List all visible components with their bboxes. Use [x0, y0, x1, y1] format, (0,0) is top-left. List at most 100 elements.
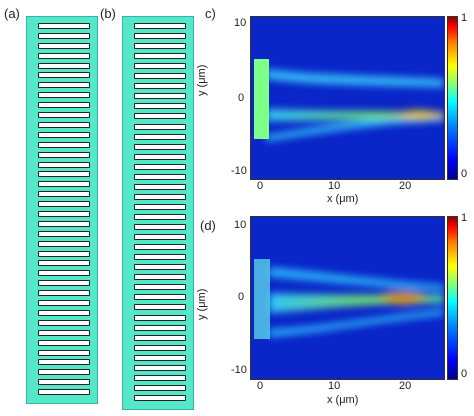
slot-a [38, 300, 90, 307]
slot-a [38, 309, 90, 316]
slot-b [134, 324, 186, 331]
slot-a [38, 52, 90, 59]
x-axis-label-d: x (μm) [327, 394, 359, 406]
slot-b [134, 93, 186, 100]
colorbar-max-d: 1 [461, 212, 468, 224]
x-tick-d-10: 10 [328, 380, 341, 392]
slot-a [38, 359, 90, 366]
slot-b [134, 203, 186, 210]
colorbar-c [447, 16, 458, 180]
x-tick-c-0: 0 [257, 180, 264, 192]
slot-a [38, 32, 90, 39]
slot-b [134, 103, 186, 110]
slot-a [38, 151, 90, 158]
slot-b [134, 193, 186, 200]
slot-a [38, 290, 90, 297]
slot-b [134, 214, 186, 220]
slot-b [134, 334, 186, 341]
slot-b [134, 314, 186, 321]
slot-b [134, 394, 186, 401]
field-map-d [250, 216, 445, 380]
y-tick-c-10: 10 [234, 17, 247, 29]
slot-a [38, 319, 90, 326]
slot-a [38, 42, 90, 49]
slot-b [134, 83, 186, 90]
slot-b [134, 344, 186, 351]
slot-a [38, 121, 90, 128]
x-tick-c-20: 20 [399, 180, 412, 192]
slot-b [134, 374, 186, 381]
colorbar-max-c: 1 [461, 12, 468, 24]
slot-a [38, 92, 90, 99]
y-axis-label-d: y (μm) [196, 288, 208, 320]
slot-a [38, 112, 90, 119]
x-tick-d-0: 0 [257, 380, 264, 392]
slot-a [38, 240, 90, 247]
y-tick-c-neg10: -10 [231, 165, 247, 177]
slot-a [38, 141, 90, 148]
slot-b [134, 33, 186, 40]
slot-b [134, 143, 186, 150]
slot-a [38, 171, 90, 178]
colorbar-d [447, 216, 458, 380]
slot-a [38, 369, 90, 376]
slot-a [38, 329, 90, 336]
y-tick-d-neg10: -10 [231, 364, 247, 376]
slot-b [134, 284, 186, 291]
slot-b [134, 133, 186, 140]
slot-b [134, 163, 186, 170]
slot-a [38, 339, 90, 346]
y-tick-d-10: 10 [234, 219, 247, 231]
panel-label-b: (b) [100, 6, 116, 21]
field-map-c-image [254, 59, 444, 141]
slot-a [38, 260, 90, 267]
slot-a [38, 379, 90, 386]
panel-label-a: (a) [4, 6, 20, 21]
y-tick-c-0: 0 [238, 92, 245, 104]
slot-b [134, 304, 186, 311]
metasurface-strip-a [26, 16, 98, 404]
slot-b [134, 53, 186, 60]
slot-a [38, 250, 90, 257]
slot-b [134, 23, 186, 29]
slot-b [134, 234, 186, 241]
slot-b [134, 43, 186, 50]
slot-b [134, 123, 186, 130]
slot-b [134, 294, 186, 301]
slot-a [38, 161, 90, 168]
slot-a [38, 102, 90, 109]
slot-b [134, 113, 186, 120]
panel-label-c: c) [205, 6, 216, 21]
slot-b [134, 274, 186, 281]
colorbar-min-c: 0 [461, 168, 468, 180]
colorbar-min-d: 0 [461, 368, 468, 380]
slot-b [134, 183, 186, 190]
slot-b [134, 173, 186, 180]
panel-label-d: (d) [200, 218, 216, 233]
slot-b [134, 73, 186, 80]
slot-a [38, 389, 90, 396]
field-map-d-image [254, 259, 444, 339]
x-tick-d-20: 20 [399, 380, 412, 392]
slot-a [38, 230, 90, 237]
slot-b [134, 254, 186, 261]
slot-a [38, 82, 90, 89]
slot-a [38, 181, 90, 188]
slot-b [134, 354, 186, 361]
y-axis-label-c: y (μm) [196, 64, 208, 96]
slot-b [134, 244, 186, 251]
slot-a [38, 211, 90, 217]
slot-a [38, 131, 90, 138]
slot-b [134, 153, 186, 160]
slot-b [134, 364, 186, 371]
x-axis-label-c: x (μm) [327, 193, 359, 205]
slot-a [38, 72, 90, 79]
slot-a [38, 23, 90, 29]
x-tick-c-10: 10 [328, 180, 341, 192]
slot-a [38, 280, 90, 287]
slot-a [38, 270, 90, 277]
y-tick-d-0: 0 [238, 291, 245, 303]
slot-a [38, 201, 90, 208]
slot-b [134, 384, 186, 391]
slot-b [134, 264, 186, 271]
